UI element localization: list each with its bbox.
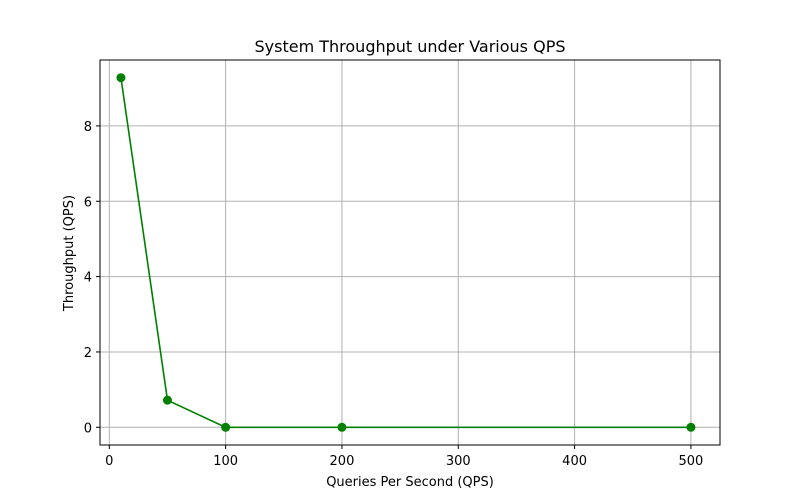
x-axis-label: Queries Per Second (QPS) bbox=[326, 475, 494, 490]
data-point bbox=[221, 422, 231, 432]
data-point bbox=[162, 395, 172, 405]
y-tick-label: 8 bbox=[84, 120, 92, 135]
x-tick-label: 100 bbox=[213, 454, 238, 469]
x-tick-label: 0 bbox=[105, 454, 113, 469]
x-tick-label: 200 bbox=[330, 454, 355, 469]
grid bbox=[100, 60, 720, 445]
axis-ticks: 0 100 200 300 400 500 0 2 4 6 8 bbox=[84, 120, 704, 469]
series-layer bbox=[116, 73, 696, 432]
x-tick-label: 500 bbox=[679, 454, 704, 469]
y-tick-label: 0 bbox=[84, 421, 92, 436]
data-point bbox=[337, 422, 347, 432]
data-point bbox=[116, 73, 126, 83]
data-point bbox=[686, 422, 696, 432]
x-tick-label: 300 bbox=[446, 454, 471, 469]
y-tick-label: 4 bbox=[84, 271, 92, 286]
x-tick-label: 400 bbox=[562, 454, 587, 469]
y-axis-label: Throughput (QPS) bbox=[62, 195, 77, 312]
series-line bbox=[120, 77, 691, 429]
y-tick-label: 6 bbox=[84, 195, 92, 210]
plot-frame bbox=[99, 59, 721, 446]
chart-title: System Throughput under Various QPS bbox=[255, 37, 566, 56]
y-tick-label: 2 bbox=[84, 346, 92, 361]
